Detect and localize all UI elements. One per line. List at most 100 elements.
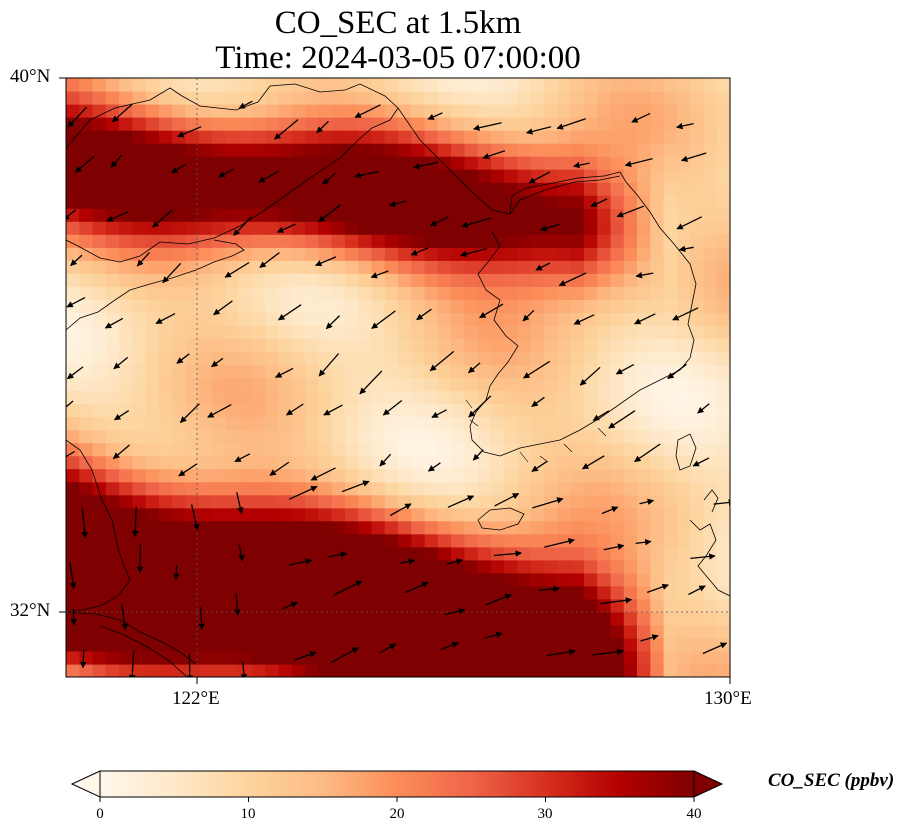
heatmap-cell xyxy=(66,143,80,157)
heatmap-cell xyxy=(610,247,625,261)
heatmap-cell xyxy=(491,559,505,574)
heatmap-cell xyxy=(318,598,333,613)
heatmap-cell xyxy=(344,559,359,574)
wind-arrow xyxy=(341,480,370,493)
heatmap-cell xyxy=(159,546,173,561)
heatmap-cell xyxy=(344,312,359,326)
heatmap-cell xyxy=(637,130,651,144)
heatmap-cell xyxy=(650,585,665,600)
heatmap-cell xyxy=(597,182,612,196)
heatmap-cell xyxy=(610,78,625,92)
wind-arrow xyxy=(277,304,302,321)
heatmap-cell xyxy=(663,273,678,287)
heatmap-cell xyxy=(491,364,505,379)
heatmap-cell xyxy=(570,247,585,261)
heatmap-cell xyxy=(544,221,558,235)
heatmap-cell xyxy=(358,247,373,261)
heatmap-cell xyxy=(105,91,120,105)
heatmap-cell xyxy=(159,143,173,157)
heatmap-cell xyxy=(716,468,730,483)
heatmap-cell xyxy=(663,520,678,535)
heatmap-cell xyxy=(119,273,133,287)
heatmap-cell xyxy=(331,260,346,274)
heatmap-cell xyxy=(544,611,558,626)
heatmap-cell xyxy=(251,429,266,444)
heatmap-cell xyxy=(464,234,479,248)
heatmap-cell xyxy=(92,143,107,157)
heatmap-cell xyxy=(358,91,373,105)
heatmap-cell xyxy=(504,429,519,444)
heatmap-cell xyxy=(384,442,399,457)
wind-arrow xyxy=(110,154,123,168)
heatmap-cell xyxy=(105,351,120,366)
heatmap-cell xyxy=(517,325,532,339)
heatmap-cell xyxy=(318,156,333,170)
heatmap-cell xyxy=(185,234,200,248)
heatmap-cell xyxy=(318,481,333,496)
heatmap-cell xyxy=(66,442,80,457)
heatmap-cell xyxy=(66,91,80,105)
heatmap-cell xyxy=(238,442,253,457)
heatmap-cell xyxy=(172,221,187,235)
heatmap-cell xyxy=(597,312,612,326)
wind-arrow xyxy=(522,309,535,322)
heatmap-cell xyxy=(398,403,412,418)
heatmap-cell xyxy=(384,325,399,339)
heatmap-cell xyxy=(530,78,545,92)
heatmap-cell xyxy=(676,585,691,600)
heatmap-cell xyxy=(424,416,439,431)
heatmap-cell xyxy=(610,468,625,483)
heatmap-cell xyxy=(305,533,319,548)
heatmap-cell xyxy=(225,468,240,483)
wind-arrow xyxy=(429,350,455,372)
heatmap-cell xyxy=(358,624,373,639)
heatmap-cell xyxy=(198,377,213,392)
heatmap-cell xyxy=(145,546,160,561)
heatmap-cell xyxy=(597,416,612,431)
heatmap-cell xyxy=(716,416,730,431)
heatmap-cell xyxy=(491,234,505,248)
heatmap-cell xyxy=(477,585,492,600)
heatmap-cell xyxy=(132,325,147,339)
heatmap-cell xyxy=(703,195,718,209)
heatmap-cell xyxy=(278,507,293,522)
heatmap-cell xyxy=(690,598,705,613)
heatmap-cell xyxy=(172,286,187,300)
wind-arrow xyxy=(66,209,77,221)
heatmap-cell xyxy=(265,559,280,574)
heatmap-cell xyxy=(491,468,505,483)
heatmap-cell xyxy=(477,664,492,677)
heatmap-cell xyxy=(730,430,744,444)
heatmap-cell xyxy=(105,208,120,222)
heatmap-cell xyxy=(637,559,651,574)
heatmap-cell xyxy=(504,572,519,587)
heatmap-cell xyxy=(172,624,187,639)
heatmap-cell xyxy=(145,403,160,418)
heatmap-cell xyxy=(597,468,612,483)
wind-arrow xyxy=(494,493,520,507)
heatmap-cell xyxy=(730,247,744,261)
heatmap-cell xyxy=(159,520,173,535)
heatmap-cell xyxy=(544,195,558,209)
heatmap-cell xyxy=(185,624,200,639)
heatmap-cell xyxy=(583,260,598,274)
heatmap-cell xyxy=(424,130,439,144)
heatmap-cell xyxy=(145,481,160,496)
heatmap-cell xyxy=(132,572,147,587)
heatmap-cell xyxy=(265,182,280,196)
heatmap-cell xyxy=(92,286,107,300)
heatmap-cell xyxy=(597,494,612,509)
heatmap-cell xyxy=(583,221,598,235)
heatmap-cell xyxy=(730,651,744,665)
heatmap-cell xyxy=(730,599,744,613)
heatmap-cell xyxy=(424,598,439,613)
heatmap-cell xyxy=(464,247,479,261)
heatmap-cell xyxy=(251,572,266,587)
heatmap-cell xyxy=(464,637,479,652)
heatmap-cell xyxy=(79,312,94,326)
heatmap-cell xyxy=(358,651,373,665)
heatmap-cell xyxy=(570,572,585,587)
heatmap-cell xyxy=(119,585,133,600)
heatmap-cell xyxy=(530,338,545,352)
